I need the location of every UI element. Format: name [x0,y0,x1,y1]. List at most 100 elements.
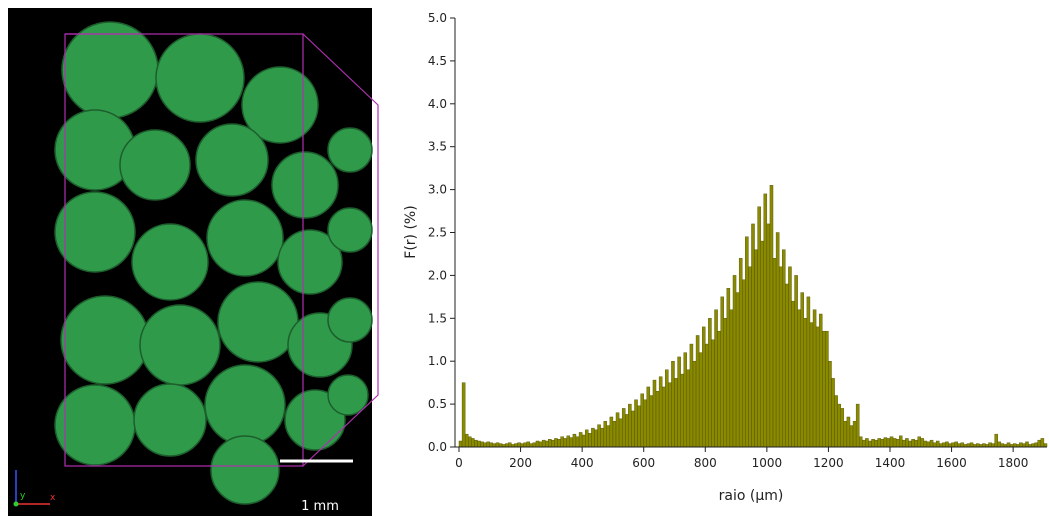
y-tick-label: 4.0 [428,97,447,111]
bar [735,292,740,448]
bar [994,433,998,448]
bar [788,266,792,448]
bar [982,443,986,448]
bar [560,436,564,448]
bar [828,361,832,448]
bar [960,442,965,448]
bar [754,249,758,448]
bar [535,440,540,448]
bar [538,441,543,448]
bar [757,206,761,448]
bar [791,300,795,448]
axis-triad-y [13,501,19,507]
x-tick-label: 200 [509,456,532,470]
bar [504,443,509,448]
bar [859,436,863,448]
bar [846,416,851,448]
bar [483,442,487,448]
y-tick-label: 1.0 [428,354,447,368]
x-tick-label: 1800 [998,456,1029,470]
bar [902,439,906,448]
bar [563,438,567,448]
bar [566,435,571,448]
bar [545,440,549,448]
bar [1006,442,1011,448]
bar [908,440,912,448]
bar [951,442,955,448]
scale-bar-label: 1 mm [301,499,339,514]
bar [471,438,475,448]
bar [966,443,971,448]
y-tick-label: 2.0 [428,268,447,282]
axis-triad-label: y [20,491,26,501]
bar [526,441,531,448]
bar [578,432,583,448]
bar [557,439,561,448]
bar [594,429,598,448]
bar [1022,443,1026,448]
bar [729,309,734,448]
bar [628,403,632,448]
y-tick-label: 1.5 [428,311,447,325]
render-image: 1 mm y x [8,8,379,516]
bar [742,279,746,448]
bar [1019,442,1023,448]
y-tick-label: 0.5 [428,397,447,411]
bar [618,418,623,448]
bar [643,399,647,448]
bar [926,441,931,448]
bar [886,438,891,448]
bar [1000,443,1005,448]
bar [486,441,490,448]
bar [975,443,980,448]
bar [991,443,995,448]
bar [1025,441,1029,448]
bar [674,378,678,448]
bar [797,309,801,448]
bar [606,425,611,448]
bar [677,356,681,448]
bar [621,408,626,448]
bar [615,412,620,448]
bar [957,443,962,448]
bar [683,352,688,448]
bar [942,442,946,448]
x-tick-label: 1600 [936,456,967,470]
histogram-chart: F(r) (%) raio (µm) 0.0 0.5 1.0 1.5 2.0 2.5 3.0… [403,11,1048,504]
bar [877,438,881,448]
y-tick-label: 0.0 [428,440,447,454]
bar [831,378,835,448]
bar [640,393,644,448]
bar [609,416,614,448]
bar [480,441,484,448]
bar [769,185,774,448]
bar [932,442,937,448]
bar [852,421,857,448]
bar [585,429,589,448]
bar [905,438,909,448]
bar [489,442,494,448]
bar [658,376,663,448]
bar [637,405,641,448]
bar [671,361,675,448]
bar [954,441,958,448]
bar [775,232,780,448]
bar [874,439,878,448]
x-tick-label: 600 [632,456,655,470]
bar [634,399,638,448]
bar [581,434,586,448]
bar [649,395,654,448]
bar [603,421,607,448]
bar [523,442,527,448]
bar [732,275,737,448]
bar [646,386,651,448]
bar [572,433,577,448]
x-tick-label: 1000 [752,456,783,470]
bar [631,410,635,448]
bar [702,326,706,448]
bar [895,439,900,448]
bar [698,352,703,448]
bar [969,442,974,448]
bar [477,440,481,448]
bar [939,443,943,448]
